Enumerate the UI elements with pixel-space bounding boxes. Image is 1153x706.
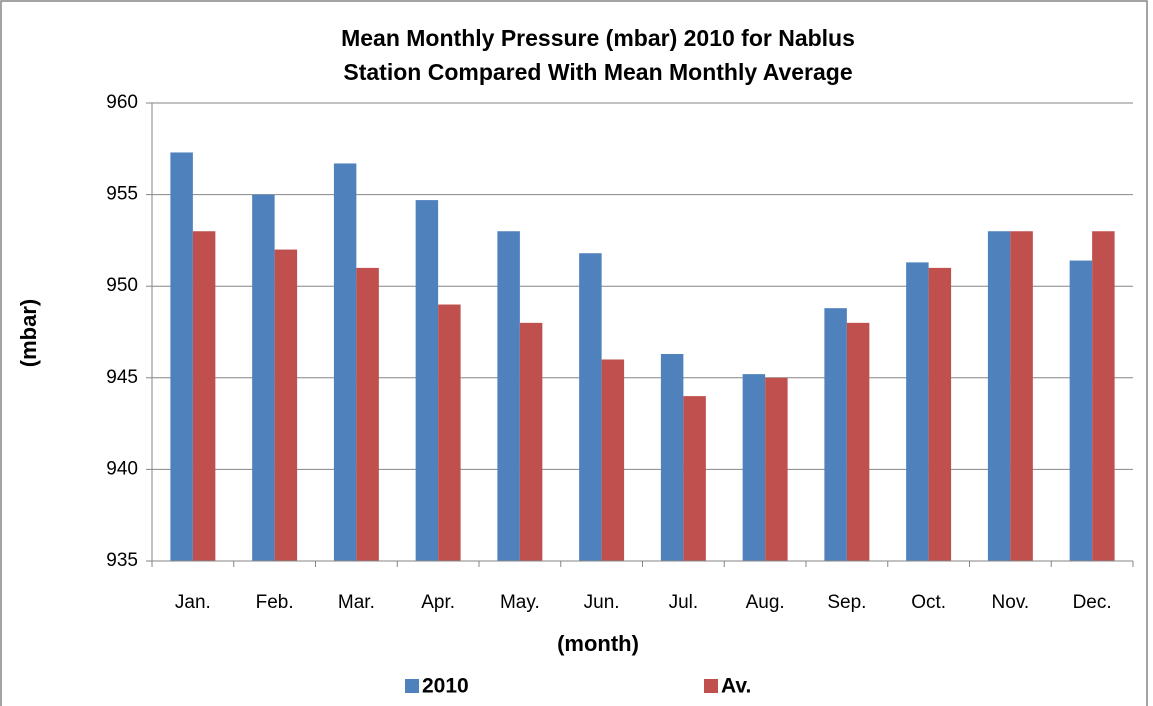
- x-tick-label: Aug.: [746, 592, 785, 613]
- x-axis-title: (month): [557, 631, 639, 656]
- x-tick-label: May.: [500, 592, 540, 613]
- bar: [274, 249, 298, 561]
- y-tick-label: 935: [106, 550, 138, 571]
- x-tick-label: Feb.: [256, 592, 294, 613]
- bar: [497, 231, 520, 562]
- y-axis-title: (mbar): [16, 299, 41, 367]
- bar: [415, 200, 439, 561]
- x-tick-label: Nov.: [992, 592, 1030, 613]
- bar: [683, 396, 706, 561]
- x-tick-label: Dec.: [1073, 592, 1112, 613]
- bar: [356, 267, 379, 561]
- x-tick-label: Jan.: [175, 592, 211, 613]
- bar: [519, 322, 543, 561]
- bar: [1010, 231, 1033, 562]
- bar: [192, 231, 216, 562]
- x-tick-label: Sep.: [827, 592, 866, 613]
- legend-label: 2010: [422, 675, 469, 698]
- bar: [824, 308, 847, 561]
- bar: [846, 322, 870, 561]
- y-tick-label: 955: [106, 184, 138, 205]
- bar: [438, 304, 461, 561]
- bar: [170, 152, 193, 562]
- x-tick-label: Jul.: [669, 592, 699, 613]
- chart-title: Station Compared With Mean Monthly Avera…: [343, 59, 852, 85]
- bar: [987, 231, 1011, 562]
- y-tick-label: 945: [106, 367, 138, 388]
- bar: [765, 377, 788, 561]
- x-tick-label: Oct.: [911, 592, 946, 613]
- bar: [579, 253, 602, 561]
- bar: [906, 262, 929, 561]
- bar: [742, 374, 766, 561]
- bar: [928, 267, 952, 561]
- y-tick-label: 950: [106, 275, 138, 296]
- legend-swatch: [704, 679, 718, 693]
- bar: [660, 353, 684, 561]
- y-tick-label: 960: [106, 92, 138, 113]
- x-tick-label: Mar.: [338, 592, 375, 613]
- legend-swatch: [405, 679, 419, 693]
- bar: [333, 163, 357, 561]
- y-tick-label: 940: [106, 458, 138, 479]
- bar: [1069, 260, 1093, 561]
- x-tick-label: Jun.: [584, 592, 620, 613]
- bar: [1092, 231, 1115, 562]
- legend-label: Av.: [721, 675, 751, 698]
- x-tick-label: Apr.: [421, 592, 455, 613]
- chart-title: Mean Monthly Pressure (mbar) 2010 for Na…: [341, 25, 855, 51]
- bar: [252, 194, 275, 561]
- bar: [601, 359, 625, 561]
